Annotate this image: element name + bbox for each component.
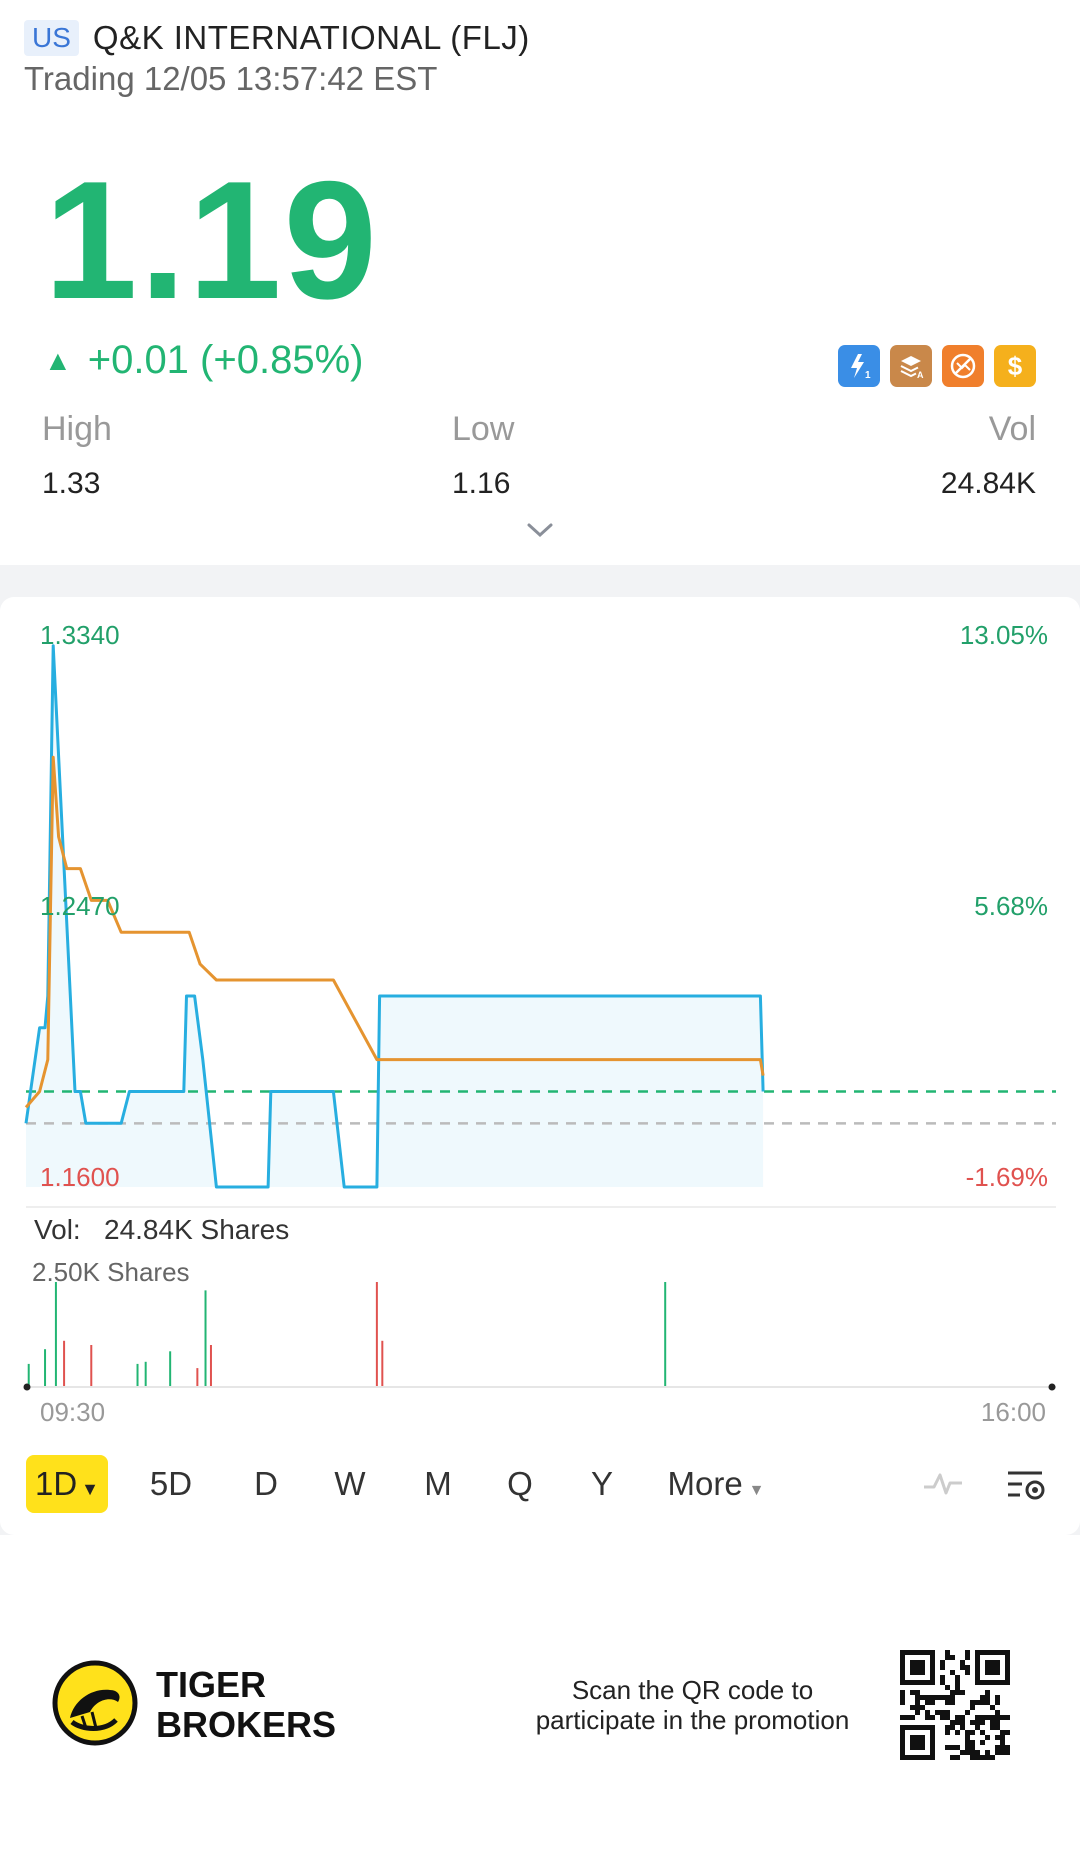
period-q[interactable]: Q [507, 1465, 533, 1502]
volume-label: Vol: [34, 1214, 81, 1245]
stock-name: Q&K INTERNATIONAL (FLJ) [92, 19, 530, 56]
chart-settings-icon[interactable] [1006, 1467, 1050, 1503]
period-selector: 1D ▼ 5D D W M Q Y More ▼ [26, 1455, 1066, 1515]
stat-low: Low 1.16 [452, 410, 514, 501]
svg-text:A: A [917, 370, 924, 380]
price-line [24, 644, 765, 1189]
chevron-down-icon[interactable] [526, 520, 554, 540]
period-more[interactable]: More ▼ [667, 1465, 765, 1502]
promo-text: Scan the QR code to participate in the p… [535, 1675, 850, 1735]
price-area-fill [26, 645, 764, 1187]
y-label-top-left: 1.3340 [40, 620, 120, 650]
qr-code[interactable] [900, 1650, 1010, 1760]
y-label-mid-left: 1.2470 [40, 891, 120, 921]
lightning-1-icon[interactable]: 1 [838, 345, 880, 387]
brand-name: TIGER BROKERS [156, 1664, 337, 1745]
low-label: Low [452, 410, 515, 448]
title-row: US Q&K INTERNATIONAL (FLJ) [24, 18, 530, 58]
period-m[interactable]: M [424, 1465, 452, 1502]
volume-scale-label: 2.50K Shares [32, 1257, 190, 1287]
high-label: High [42, 410, 112, 448]
last-price: 1.19 [44, 146, 379, 334]
high-value: 1.33 [42, 467, 101, 500]
period-5d[interactable]: 5D [149, 1465, 193, 1502]
time-start-label: 09:30 [40, 1397, 105, 1427]
no-short-icon[interactable] [942, 345, 984, 387]
volume-value: 24.84K Shares [104, 1214, 289, 1245]
y-label-bottom-left: 1.1600 [40, 1162, 120, 1192]
y-label-top-right: 13.05% [960, 620, 1048, 650]
indicator-icon[interactable] [922, 1469, 964, 1499]
period-y[interactable]: Y [590, 1465, 613, 1502]
promo-footer: TIGER BROKERS Scan the QR code to partic… [0, 1535, 1080, 1869]
feature-icons: 1 A $ [838, 345, 1036, 387]
average-price-line [24, 755, 765, 1109]
svg-text:1: 1 [865, 370, 871, 381]
baseline-end-dot [1048, 1383, 1056, 1391]
price-change: ▲ +0.01 (+0.85%) [44, 338, 363, 383]
stat-volume: Vol 24.84K [941, 410, 1036, 501]
up-arrow-icon: ▲ [44, 344, 72, 376]
trading-status: Trading 12/05 13:57:42 EST [24, 60, 438, 97]
low-value: 1.16 [452, 467, 511, 500]
y-label-mid-right: 5.68% [974, 891, 1048, 921]
quote-header-panel: US Q&K INTERNATIONAL (FLJ) Trading 12/05… [0, 0, 1080, 565]
dollar-icon[interactable]: $ [994, 345, 1036, 387]
market-badge: US [24, 20, 79, 56]
chart-card: 1.3340 1.2470 1.1600 13.05% 5.68% -1.69%… [0, 597, 1080, 1535]
period-1d[interactable]: 1D ▼ [26, 1455, 108, 1513]
caret-down-icon: ▼ [81, 1479, 99, 1499]
time-end-label: 16:00 [981, 1397, 1046, 1427]
tiger-brokers-logo [52, 1660, 138, 1746]
price-change-value: +0.01 (+0.85%) [87, 338, 364, 382]
caret-down-icon: ▼ [748, 1482, 765, 1499]
stat-high: High 1.33 [42, 410, 112, 501]
period-d[interactable]: D [254, 1465, 278, 1502]
vol-value: 24.84K [940, 467, 1036, 500]
y-label-bottom-right: -1.69% [966, 1162, 1048, 1192]
period-w[interactable]: W [334, 1465, 366, 1502]
layers-a-icon[interactable]: A [890, 345, 932, 387]
intraday-chart[interactable]: 1.3340 1.2470 1.1600 13.05% 5.68% -1.69%… [0, 597, 1080, 1447]
baseline-start-dot [23, 1383, 31, 1391]
vol-label: Vol [988, 410, 1036, 448]
